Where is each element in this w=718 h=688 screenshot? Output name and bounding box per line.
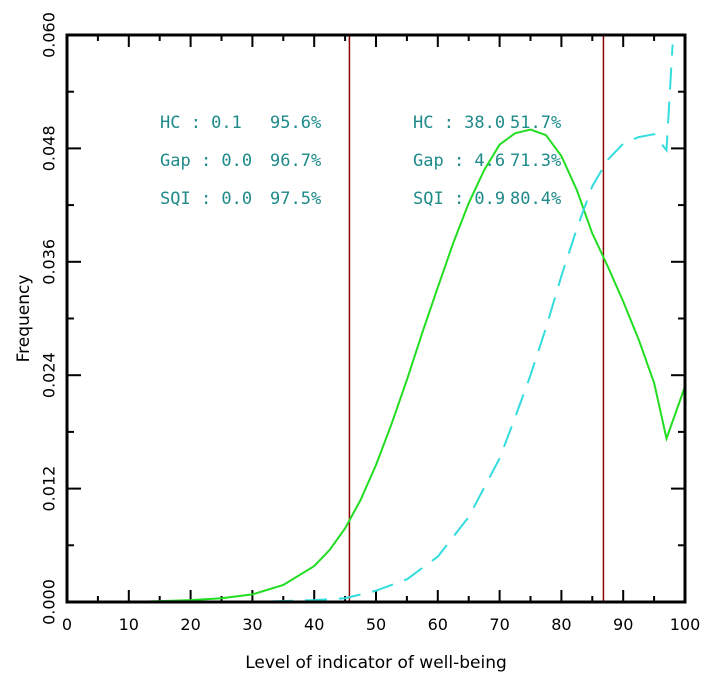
threshold-lines <box>348 35 605 602</box>
y-tick-label: 0.060 <box>40 12 59 58</box>
annotation-right-pct: 51.7% <box>510 113 561 133</box>
annotation-right-label: SQI : 0.9 <box>413 189 505 209</box>
x-tick-label: 30 <box>242 615 262 634</box>
annotation-right-label: HC : 38.0 <box>413 113 505 133</box>
annotation-right-pct: 80.4% <box>510 189 561 209</box>
annotation-right-label: Gap : 4.6 <box>413 151 505 171</box>
y-tick-label: 0.000 <box>40 579 59 625</box>
data-series <box>67 44 686 603</box>
annotation-left-pct: 97.5% <box>270 189 321 209</box>
x-tick-label: 10 <box>119 615 139 634</box>
y-tick-label: 0.036 <box>40 239 59 285</box>
y-tick-label: 0.012 <box>40 466 59 512</box>
annotations: HC : 0.1 95.6% Gap : 0.0 96.7% SQI : 0.0 97.5… <box>160 113 561 209</box>
x-tick-label: 70 <box>489 615 509 634</box>
plot-frame <box>65 33 687 604</box>
x-tick-label: 20 <box>180 615 200 634</box>
y-axis-label: Frequency <box>14 275 34 363</box>
annotation-right-pct: 71.3% <box>510 151 561 171</box>
x-tick-label: 50 <box>366 615 386 634</box>
x-tick-label: 80 <box>551 615 571 634</box>
axis-ticks <box>67 35 685 602</box>
x-axis-label: Level of indicator of well-being <box>245 653 507 673</box>
annotation-left-label: Gap : 0.0 <box>160 151 252 171</box>
x-tick-label: 60 <box>428 615 448 634</box>
y-tick-label: 0.048 <box>40 125 59 171</box>
series-line-dashed <box>67 44 674 603</box>
x-tick-label: 0 <box>62 615 72 634</box>
annotation-left-label: HC : 0.1 <box>160 113 242 133</box>
x-tick-label: 90 <box>613 615 633 634</box>
y-tick-label: 0.024 <box>40 352 59 398</box>
x-tick-label: 40 <box>304 615 324 634</box>
tick-labels: 0 10 20 30 40 50 60 70 80 90 100 0.000 0.012 0.024 0.0… <box>40 12 701 634</box>
x-tick-label: 100 <box>670 615 701 634</box>
series-line-solid <box>67 128 686 603</box>
annotation-left-label: SQI : 0.0 <box>160 189 252 209</box>
annotation-left-pct: 95.6% <box>270 113 321 133</box>
annotation-left-pct: 96.7% <box>270 151 321 171</box>
